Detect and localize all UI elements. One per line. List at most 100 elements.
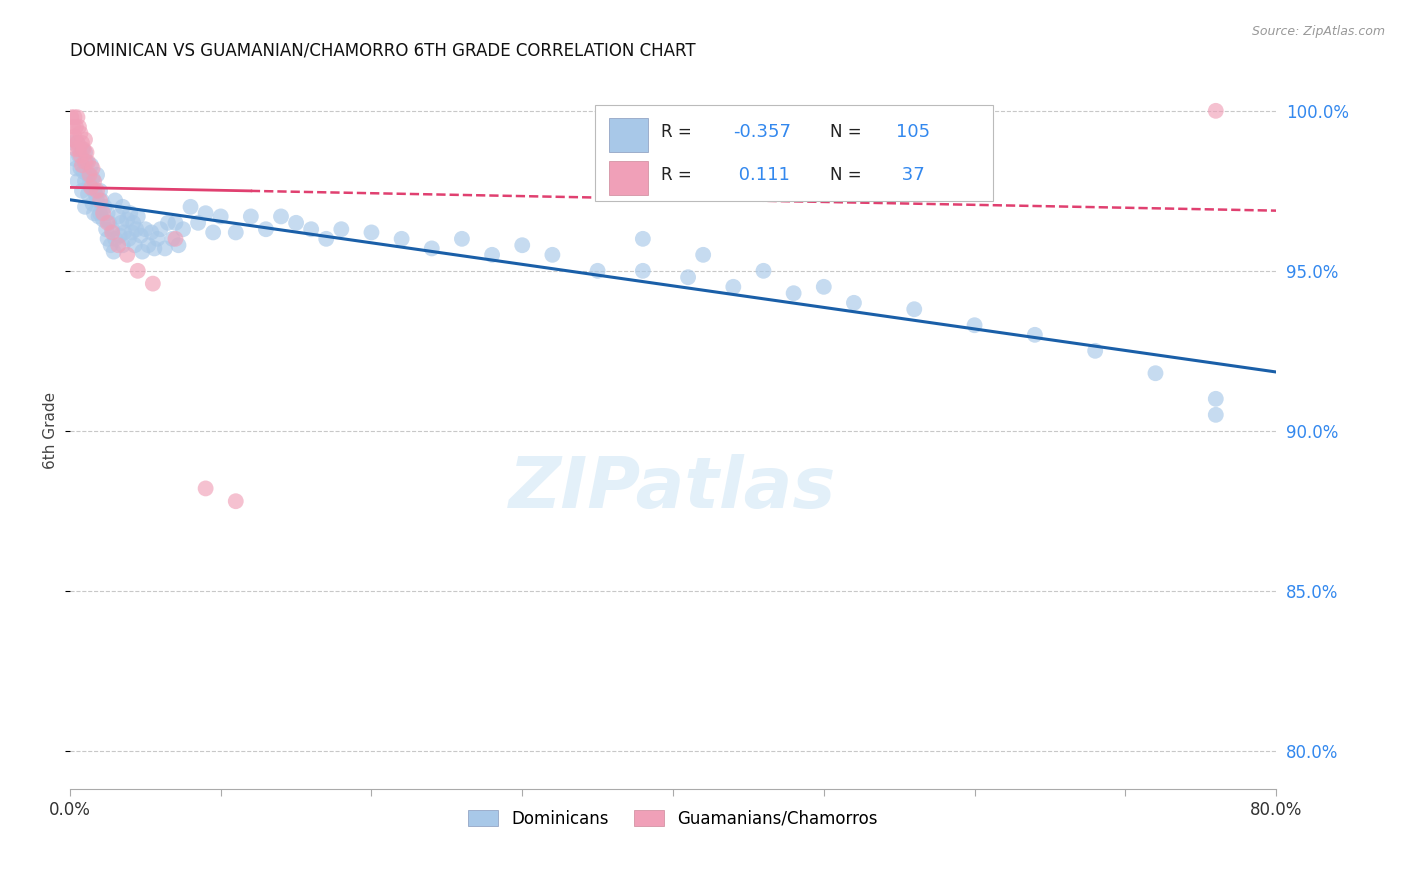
Point [104, 194, 127, 208]
Point [143, 242, 166, 256]
Point [90, 194, 112, 208]
Point [209, 210, 232, 224]
Point [76, 155, 98, 169]
Point [112, 226, 135, 240]
Point [115, 212, 138, 227]
Point [86, 168, 108, 182]
Text: R =: R = [661, 166, 697, 184]
Point [79, 168, 101, 182]
Point [97, 216, 120, 230]
Point [124, 238, 146, 252]
Point [187, 216, 209, 230]
Point [903, 302, 925, 317]
Point [77, 187, 100, 202]
Point [83, 184, 105, 198]
Text: DOMINICAN VS GUAMANIAN/CHAMORRO 6TH GRADE CORRELATION CHART: DOMINICAN VS GUAMANIAN/CHAMORRO 6TH GRAD… [70, 42, 696, 60]
Point [167, 238, 190, 252]
Point [69, 161, 91, 176]
Point [94, 222, 117, 236]
Point [391, 232, 413, 246]
Point [631, 264, 654, 278]
Point [80, 158, 103, 172]
Point [118, 232, 141, 246]
Point [165, 216, 187, 230]
Point [110, 216, 132, 230]
Text: N =: N = [830, 166, 866, 184]
Point [77, 168, 100, 182]
Point [89, 206, 111, 220]
Point [127, 210, 149, 224]
Point [73, 174, 96, 188]
Point [120, 206, 142, 220]
Point [76, 145, 98, 160]
Point [87, 210, 110, 224]
Point [73, 133, 96, 147]
Point [254, 222, 277, 236]
Text: Source: ZipAtlas.com: Source: ZipAtlas.com [1251, 25, 1385, 38]
Point [89, 184, 111, 198]
Point [67, 148, 90, 162]
Point [100, 238, 122, 252]
Point [813, 280, 835, 294]
Point [103, 244, 125, 259]
Point [131, 244, 153, 259]
Point [77, 155, 100, 169]
Point [107, 210, 129, 224]
Point [142, 277, 165, 291]
Point [86, 184, 108, 198]
Text: N =: N = [830, 123, 866, 141]
Point [82, 171, 104, 186]
Text: 105: 105 [896, 123, 931, 141]
Point [1205, 103, 1227, 118]
FancyBboxPatch shape [609, 161, 648, 194]
Point [89, 194, 111, 208]
Point [73, 200, 96, 214]
Point [70, 158, 93, 172]
Point [141, 226, 163, 240]
Point [62, 133, 84, 147]
Point [225, 226, 247, 240]
Point [70, 142, 93, 156]
Point [129, 228, 152, 243]
Point [1144, 366, 1167, 380]
Point [97, 232, 120, 246]
Point [91, 206, 114, 220]
Point [146, 232, 169, 246]
Point [115, 248, 138, 262]
Point [1205, 408, 1227, 422]
Point [1084, 343, 1107, 358]
Point [149, 222, 172, 236]
Legend: Dominicans, Guamanians/Chamorros: Dominicans, Guamanians/Chamorros [461, 804, 884, 835]
Point [692, 248, 714, 262]
Point [104, 232, 127, 246]
FancyBboxPatch shape [595, 104, 993, 202]
Point [82, 161, 104, 176]
Point [108, 228, 131, 243]
Point [420, 242, 443, 256]
Point [66, 174, 89, 188]
Point [70, 184, 93, 198]
Point [165, 232, 187, 246]
Point [72, 164, 94, 178]
Point [125, 222, 148, 236]
Point [202, 226, 225, 240]
Point [122, 216, 145, 230]
Point [162, 232, 184, 246]
Point [83, 206, 105, 220]
Point [1024, 327, 1046, 342]
Point [782, 286, 804, 301]
Point [83, 174, 105, 188]
Point [180, 200, 202, 214]
Point [156, 216, 179, 230]
Point [97, 206, 120, 220]
Point [101, 226, 124, 240]
Point [101, 222, 124, 236]
Point [62, 120, 84, 134]
Point [842, 295, 865, 310]
Point [73, 145, 96, 160]
Point [93, 200, 115, 214]
Point [111, 200, 134, 214]
Point [127, 264, 149, 278]
Text: -0.357: -0.357 [734, 123, 792, 141]
Point [98, 216, 121, 230]
